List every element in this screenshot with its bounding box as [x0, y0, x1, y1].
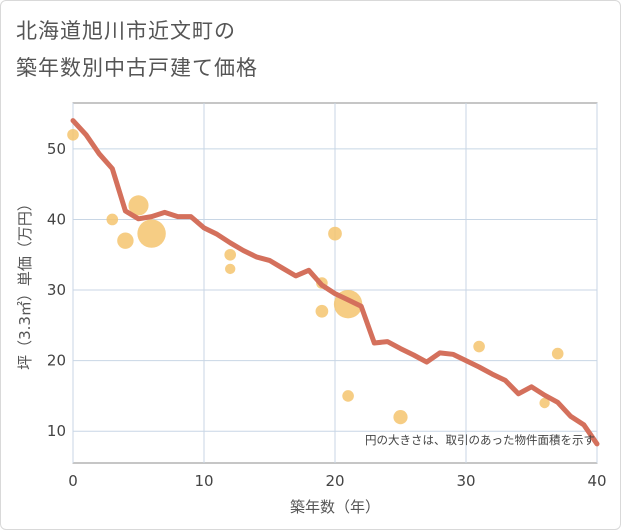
y-tick-label: 10 — [47, 422, 66, 440]
data-bubble — [67, 128, 79, 141]
y-tick-label: 30 — [47, 281, 66, 299]
x-tick-label: 0 — [68, 472, 78, 490]
data-bubble — [117, 232, 134, 249]
axis-ticks: 0 10 20 30 40 10 20 30 40 50 — [47, 140, 607, 490]
x-tick-label: 40 — [587, 472, 606, 490]
bubble-layer — [67, 128, 564, 425]
trend-line — [70, 118, 600, 447]
y-tick-label: 40 — [47, 210, 66, 228]
chart-title-line2: 築年数別中古戸建て価格 — [16, 56, 258, 80]
size-legend-note: 円の大きさは、取引のあった物件面積を示す — [365, 433, 595, 447]
data-bubble — [393, 410, 408, 425]
x-tick-label: 20 — [325, 472, 344, 490]
y-tick-label: 20 — [47, 352, 66, 370]
x-tick-label: 10 — [194, 472, 213, 490]
grid-lines — [72, 103, 598, 463]
x-axis-label: 築年数（年） — [290, 498, 380, 516]
data-bubble — [473, 340, 485, 353]
data-bubble — [225, 263, 236, 275]
data-bubble — [128, 195, 149, 216]
data-bubble — [106, 213, 119, 226]
chart-title-line1: 北海道旭川市近文町の — [16, 19, 236, 43]
data-bubble — [328, 226, 342, 241]
x-tick-label: 30 — [456, 472, 475, 490]
y-tick-label: 50 — [47, 140, 66, 158]
data-bubble — [551, 347, 564, 360]
data-bubble — [137, 219, 166, 248]
data-bubble — [539, 397, 550, 409]
y-axis-label: 坪（3.3㎡）単価（万円） — [16, 196, 34, 370]
data-bubble — [342, 390, 354, 402]
data-bubble — [224, 248, 236, 261]
data-bubble — [315, 304, 329, 318]
